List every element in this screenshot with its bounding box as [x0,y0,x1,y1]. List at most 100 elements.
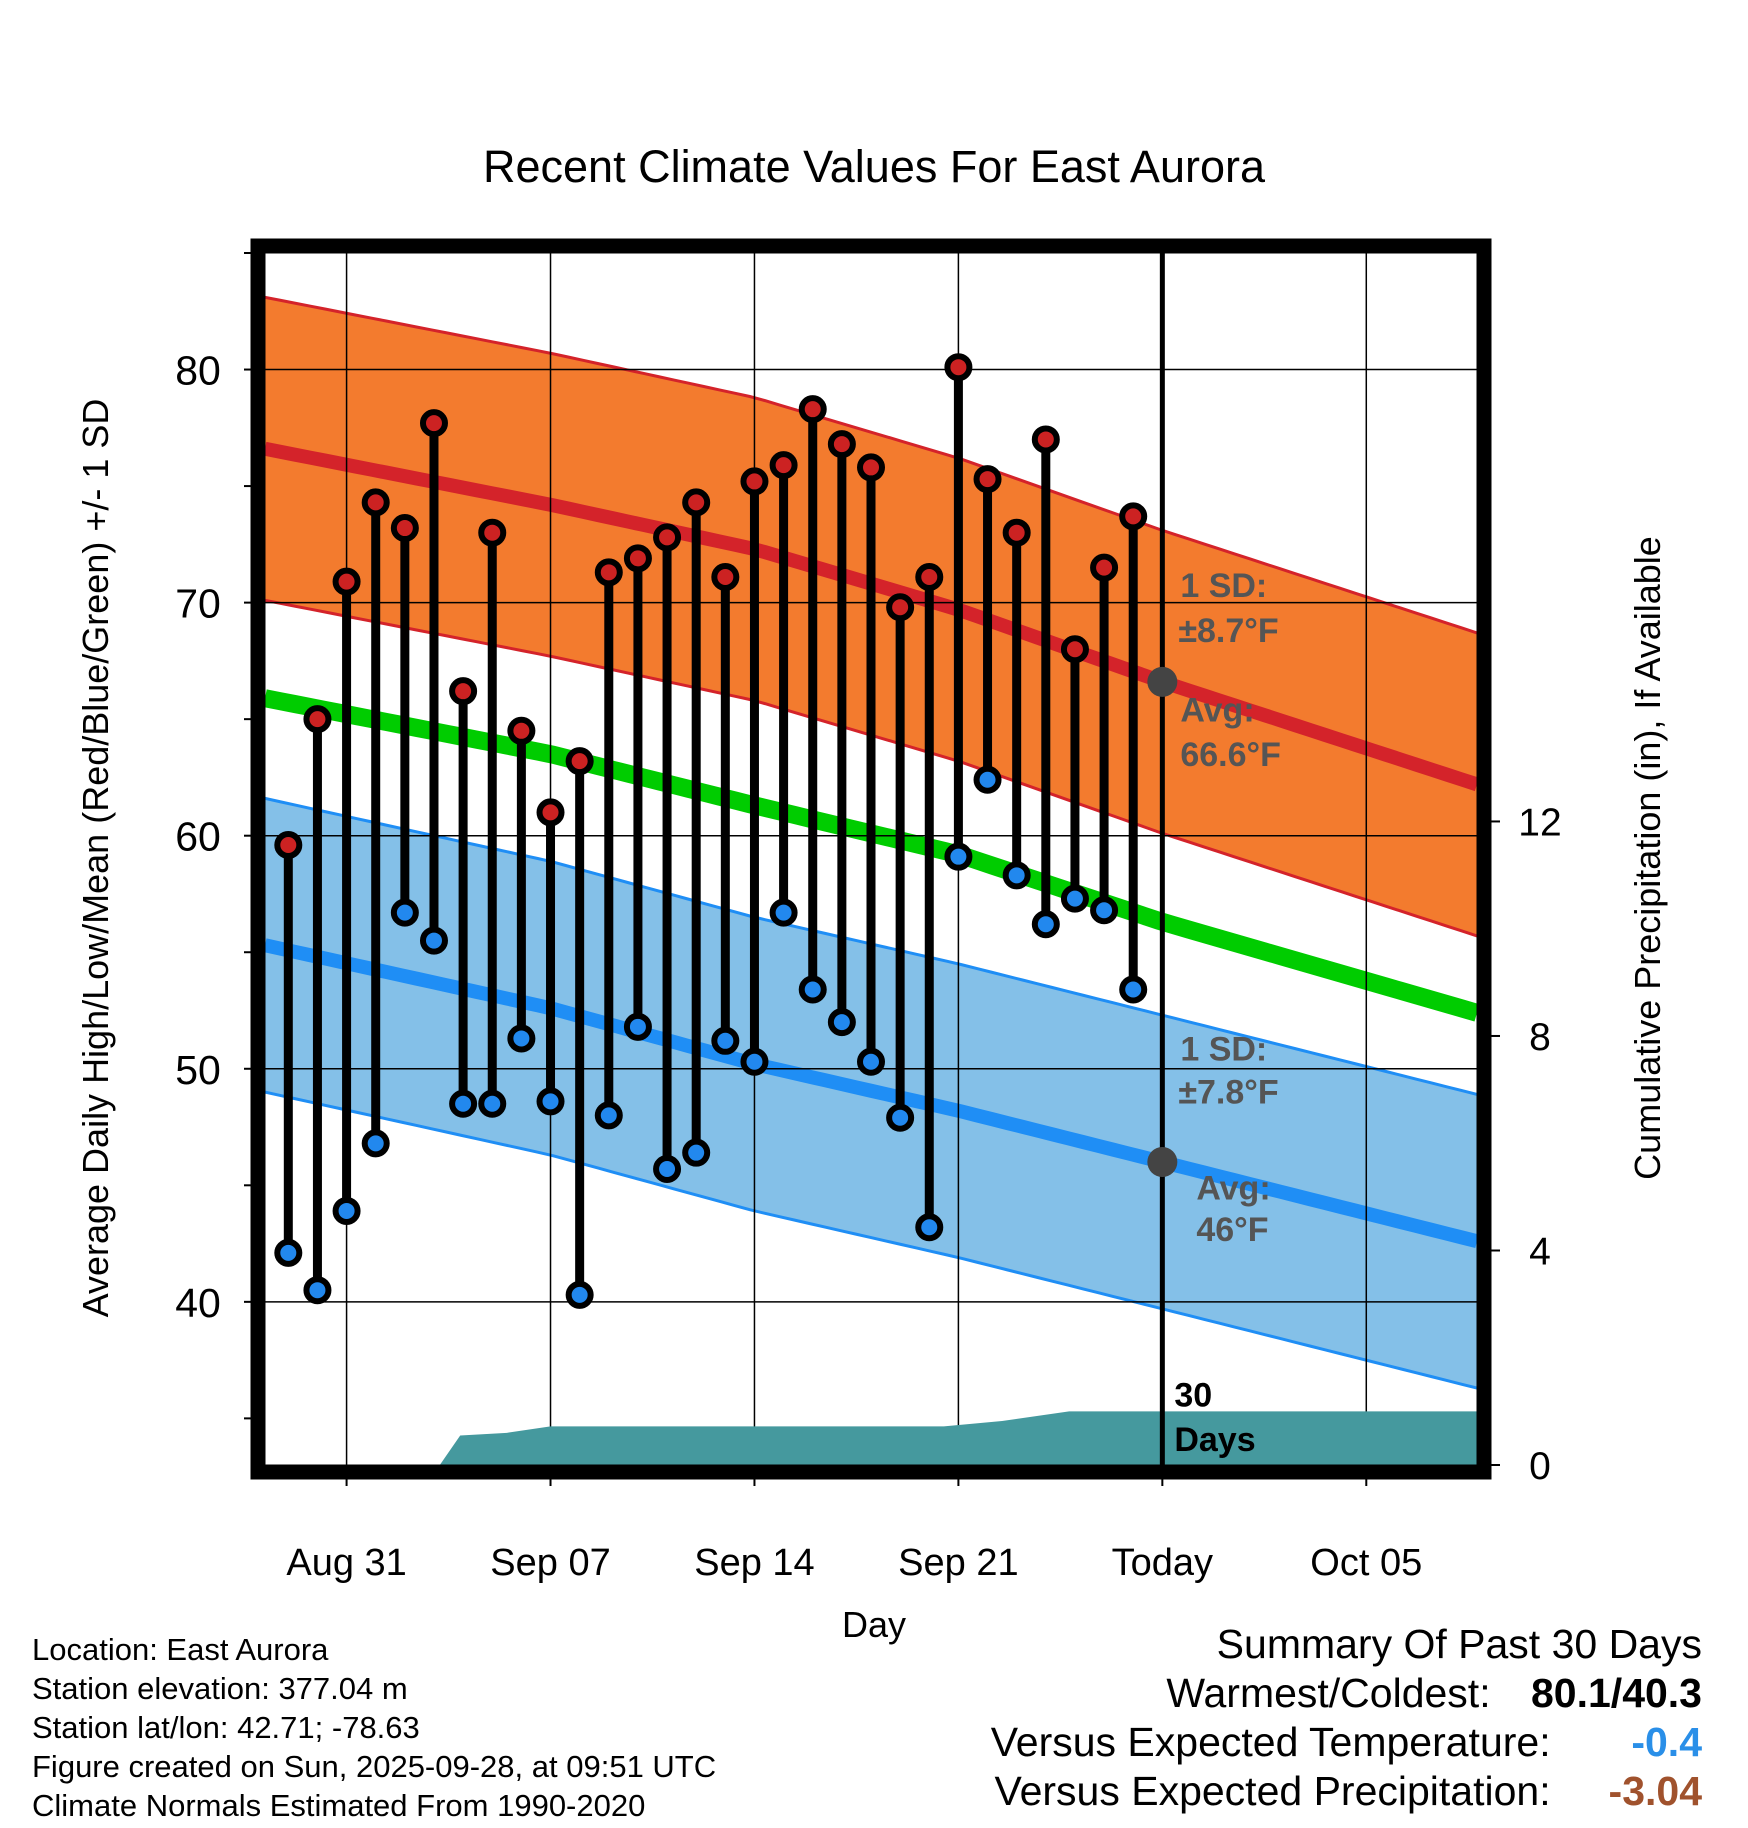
warm-cold-value: 80.1/40.3 [1531,1670,1702,1716]
y2-axis-label: Cumulative Precipitation (in), If Availa… [1627,536,1668,1180]
today-low-normal-dot [1147,1147,1178,1177]
y2-tick-label: 8 [1529,1016,1551,1059]
obs-low-point [1090,896,1119,925]
obs-high-point [711,562,740,591]
y-tick-label: 50 [175,1047,221,1093]
y2-tick-label: 0 [1529,1445,1551,1488]
obs-low-point [390,898,419,927]
latlon-text: Station lat/lon: 42.71; -78.63 [32,1710,420,1745]
temp-label: Versus Expected Temperature: [990,1719,1551,1765]
obs-low-point [419,926,448,955]
obs-high-point [478,518,507,547]
obs-low-point [1119,975,1148,1004]
low-avg-value: 46°F [1196,1211,1268,1249]
obs-low-point [303,1276,332,1305]
y-tick-label: 70 [175,581,221,627]
obs-high-point [1002,518,1031,547]
obs-low-point [536,1087,565,1116]
high-sd-value: ±8.7°F [1178,612,1278,650]
window-label-number: 30 [1174,1377,1212,1415]
high-avg-value: 66.6°F [1180,736,1281,774]
precip-row: Versus Expected Precipitation: -3.04 [991,1767,1703,1816]
obs-high-point [682,488,711,517]
obs-low-point [478,1089,507,1118]
station-info: Location: East Aurora Station elevation:… [32,1630,716,1825]
obs-low-point [507,1024,536,1053]
obs-high-point [1060,635,1089,664]
obs-high-point [769,451,798,480]
y-tick-label: 80 [175,348,221,394]
x-tick-label: Sep 14 [694,1542,814,1584]
y2-tick-label: 12 [1518,801,1561,844]
obs-low-point [973,765,1002,794]
obs-low-point [1060,884,1089,913]
obs-high-point [536,798,565,827]
summary-heading: Summary Of Past 30 Days [1216,1621,1702,1667]
obs-high-point [565,747,594,776]
obs-high-point [274,831,303,860]
created-text: Figure created on Sun, 2025-09-28, at 09… [32,1749,717,1784]
obs-low-point [944,842,973,871]
obs-high-point [361,488,390,517]
summary-panel: Summary Of Past 30 Days Warmest/Coldest:… [991,1620,1702,1816]
x-axis-label: Day [842,1604,906,1645]
elevation-text: Station elevation: 377.04 m [32,1671,408,1706]
x-tick-label: Oct 05 [1310,1542,1422,1584]
obs-high-point [332,567,361,596]
low-sd-label: 1 SD: [1180,1031,1267,1069]
obs-high-point [419,409,448,438]
obs-low-point [594,1101,623,1130]
obs-high-point [944,353,973,382]
obs-high-point [798,395,827,424]
obs-low-point [623,1012,652,1041]
low-sd-value: ±7.8°F [1178,1074,1278,1112]
x-tick-label: Aug 31 [286,1542,406,1584]
precip-area [439,1411,1477,1465]
x-tick-label: Sep 21 [898,1542,1018,1584]
obs-low-point [449,1089,478,1118]
window-label-days: Days [1174,1421,1255,1459]
obs-high-point [623,544,652,573]
obs-high-point [1090,553,1119,582]
y-tick-label: 40 [175,1280,221,1326]
obs-low-point [682,1138,711,1167]
today-high-normal-dot [1147,666,1178,697]
obs-low-point [711,1026,740,1055]
obs-low-point [769,898,798,927]
obs-high-point [594,558,623,587]
y-axis-label: Average Daily High/Low/Mean (Red/Blue/Gr… [75,399,116,1318]
location-text: Location: East Aurora [32,1632,329,1667]
obs-low-point [827,1008,856,1037]
high-sd-label: 1 SD: [1180,567,1267,605]
chart-title: Recent Climate Values For East Aurora [483,141,1266,192]
obs-low-point [1031,910,1060,939]
obs-low-point [915,1213,944,1242]
warm-cold-row: Warmest/Coldest: 80.1/40.3 [991,1669,1702,1718]
temp-row: Versus Expected Temperature: -0.4 [991,1718,1702,1767]
high-avg-label: Avg: [1180,691,1254,729]
obs-high-point [915,562,944,591]
obs-high-point [1119,502,1148,531]
obs-high-point [1031,425,1060,454]
obs-high-point [390,514,419,543]
obs-low-point [1002,861,1031,890]
low-sd-band-lower-edge [265,1090,1477,1390]
obs-high-point [303,705,332,734]
obs-low-point [886,1103,915,1132]
obs-high-point [827,430,856,459]
warm-cold-label: Warmest/Coldest: [1166,1670,1491,1716]
obs-low-point [565,1280,594,1309]
obs-high-point [857,453,885,482]
y-tick-label: 60 [175,814,221,860]
low-avg-label: Avg: [1196,1169,1270,1207]
obs-low-point [274,1238,303,1267]
x-tick-label: Today [1112,1542,1213,1584]
obs-low-point [653,1154,682,1183]
plot-frame [250,238,1492,1480]
obs-low-point [857,1047,885,1076]
temp-value: -0.4 [1631,1719,1702,1765]
high-sd-band-upper-edge [265,295,1477,635]
x-tick-label: Sep 07 [490,1542,610,1584]
precip-label: Versus Expected Precipitation: [994,1768,1551,1814]
